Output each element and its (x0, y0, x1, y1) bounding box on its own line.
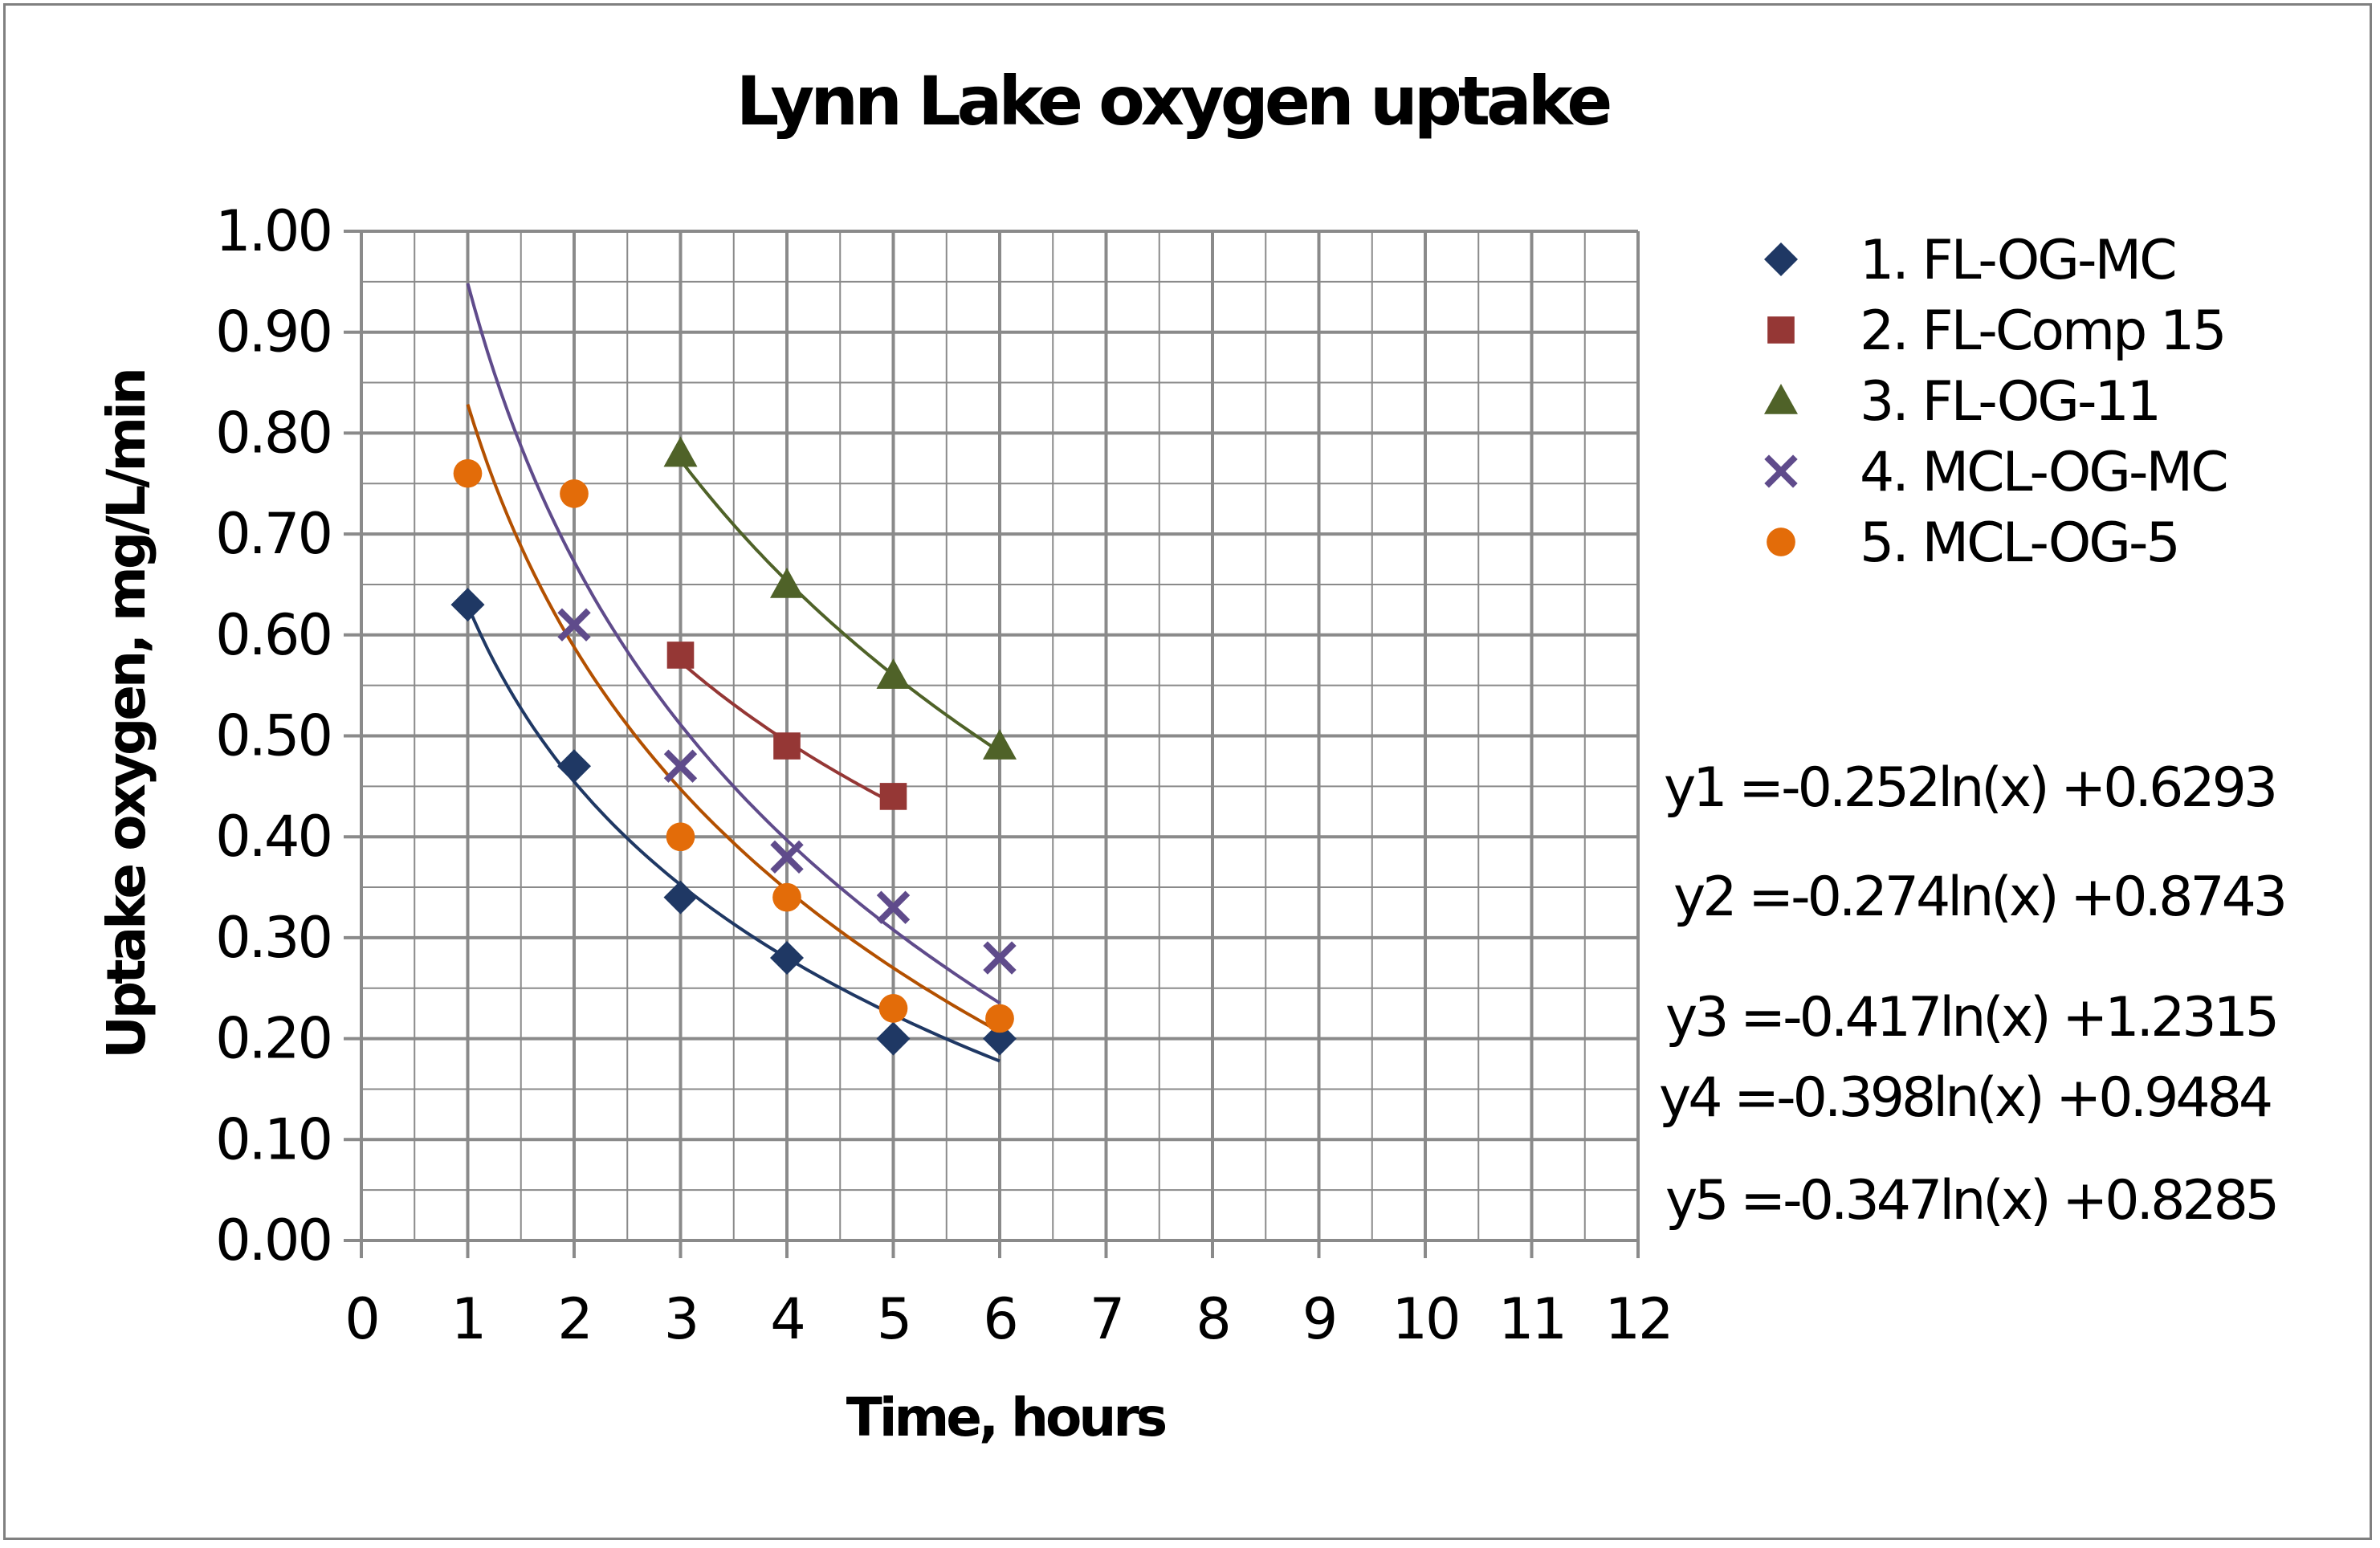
data-point-series-5 (560, 479, 589, 508)
data-point-series-5 (985, 1004, 1014, 1033)
legend-label-1: 1. FL-OG-MC (1860, 229, 2175, 292)
data-point-series-3 (663, 436, 698, 467)
y-tick-label: 0.10 (215, 1106, 331, 1172)
y-tick-label: 0.80 (215, 400, 331, 466)
data-point-series-2 (666, 642, 695, 669)
x-tick-label: 2 (557, 1286, 591, 1352)
data-point-series-4 (770, 840, 804, 874)
equation-3: y3 =-0.417ln(x) +1.2315 (1665, 986, 2276, 1049)
x-tick-labels: 0 1 2 3 4 5 6 7 8 9 10 11 12 (344, 1286, 1673, 1352)
x-tick-label: 0 (344, 1286, 378, 1352)
y-tick-label: 0.30 (215, 905, 331, 971)
trendline-series-3 (679, 458, 1001, 753)
data-point-series-1 (770, 941, 804, 976)
x-tick-label: 9 (1302, 1286, 1336, 1352)
data-point-series-3 (876, 658, 911, 689)
x-tick-label: 10 (1392, 1286, 1458, 1352)
x-tick-label: 12 (1604, 1286, 1671, 1352)
x-axis-title: Time, hours (846, 1387, 1166, 1448)
legend-label-4: 4. MCL-OG-MC (1860, 441, 2227, 504)
y-tick-label: 0.70 (215, 501, 331, 567)
data-point-series-5 (878, 994, 908, 1023)
x-tick-label: 5 (877, 1286, 911, 1352)
legend-marker-1 (1764, 242, 1798, 276)
data-point-series-1 (663, 880, 698, 915)
trendline-series-5 (466, 404, 1000, 1033)
x-tick-label: 11 (1498, 1286, 1565, 1352)
y-tick-labels: 0.00 0.10 0.20 0.30 0.40 0.50 0.60 0.70 0.80 0.90… (215, 198, 333, 1273)
y-tick-label: 0.90 (215, 299, 331, 365)
x-tick-label: 8 (1196, 1286, 1229, 1352)
data-point-series-1 (450, 588, 485, 622)
data-point-series-1 (557, 749, 591, 784)
legend-marker-4 (1764, 454, 1798, 488)
data-point-series-1 (876, 1021, 911, 1056)
data-point-series-4 (983, 941, 1017, 975)
x-tick-label: 3 (664, 1286, 698, 1352)
data-point-series-1 (983, 1021, 1017, 1056)
y-tick-label: 0.60 (215, 602, 331, 668)
equation-5: y5 =-0.347ln(x) +0.8285 (1665, 1169, 2276, 1232)
data-points (450, 436, 1017, 1056)
legend-label-5: 5. MCL-OG-5 (1860, 511, 2178, 575)
y-tick-label: 0.20 (215, 1006, 331, 1072)
data-point-series-5 (666, 822, 695, 852)
data-point-series-4 (557, 608, 591, 642)
data-point-series-3 (983, 729, 1017, 760)
data-point-series-2 (773, 732, 801, 760)
data-point-series-5 (453, 458, 483, 488)
legend-marker-2 (1767, 316, 1795, 344)
legend-marker-5 (1767, 528, 1795, 556)
legend: 1. FL-OG-MC 2. FL-Comp 15 3. FL-OG-11 4. MC… (1764, 229, 2229, 575)
trendline-equations: y1 =-0.252ln(x) +0.6293 y2 =-0.274ln(x) … (1659, 756, 2288, 1232)
legend-label-3: 3. FL-OG-11 (1860, 370, 2159, 434)
x-tick-label: 6 (983, 1286, 1017, 1352)
y-tick-label: 0.00 (215, 1208, 331, 1273)
chart-title: Lynn Lake oxygen uptake (736, 62, 1610, 141)
equation-2: y2 =-0.274ln(x) +0.8743 (1673, 866, 2284, 929)
chart-frame (3, 3, 2372, 1540)
y-axis-title: Uptake oxygen, mg/L/min (96, 370, 157, 1058)
data-point-series-3 (770, 567, 804, 598)
data-point-series-2 (879, 783, 907, 810)
equation-4: y4 =-0.398ln(x) +0.9484 (1659, 1066, 2271, 1130)
trendline-series-4 (466, 283, 1001, 1004)
x-tick-label: 1 (451, 1286, 485, 1352)
y-tick-label: 0.50 (215, 703, 331, 769)
trendline-series-1 (466, 605, 1000, 1063)
x-tick-label: 7 (1090, 1286, 1123, 1352)
trendlines (466, 283, 1001, 1063)
data-point-series-5 (772, 882, 801, 912)
y-tick-label: 0.40 (215, 804, 331, 870)
legend-marker-3 (1764, 384, 1798, 414)
x-tick-label: 4 (770, 1286, 804, 1352)
equation-1: y1 =-0.252ln(x) +0.6293 (1664, 756, 2275, 820)
legend-label-2: 2. FL-Comp 15 (1860, 299, 2224, 363)
y-tick-label: 1.00 (215, 198, 331, 264)
data-point-series-4 (876, 890, 911, 924)
data-point-series-4 (663, 749, 698, 783)
